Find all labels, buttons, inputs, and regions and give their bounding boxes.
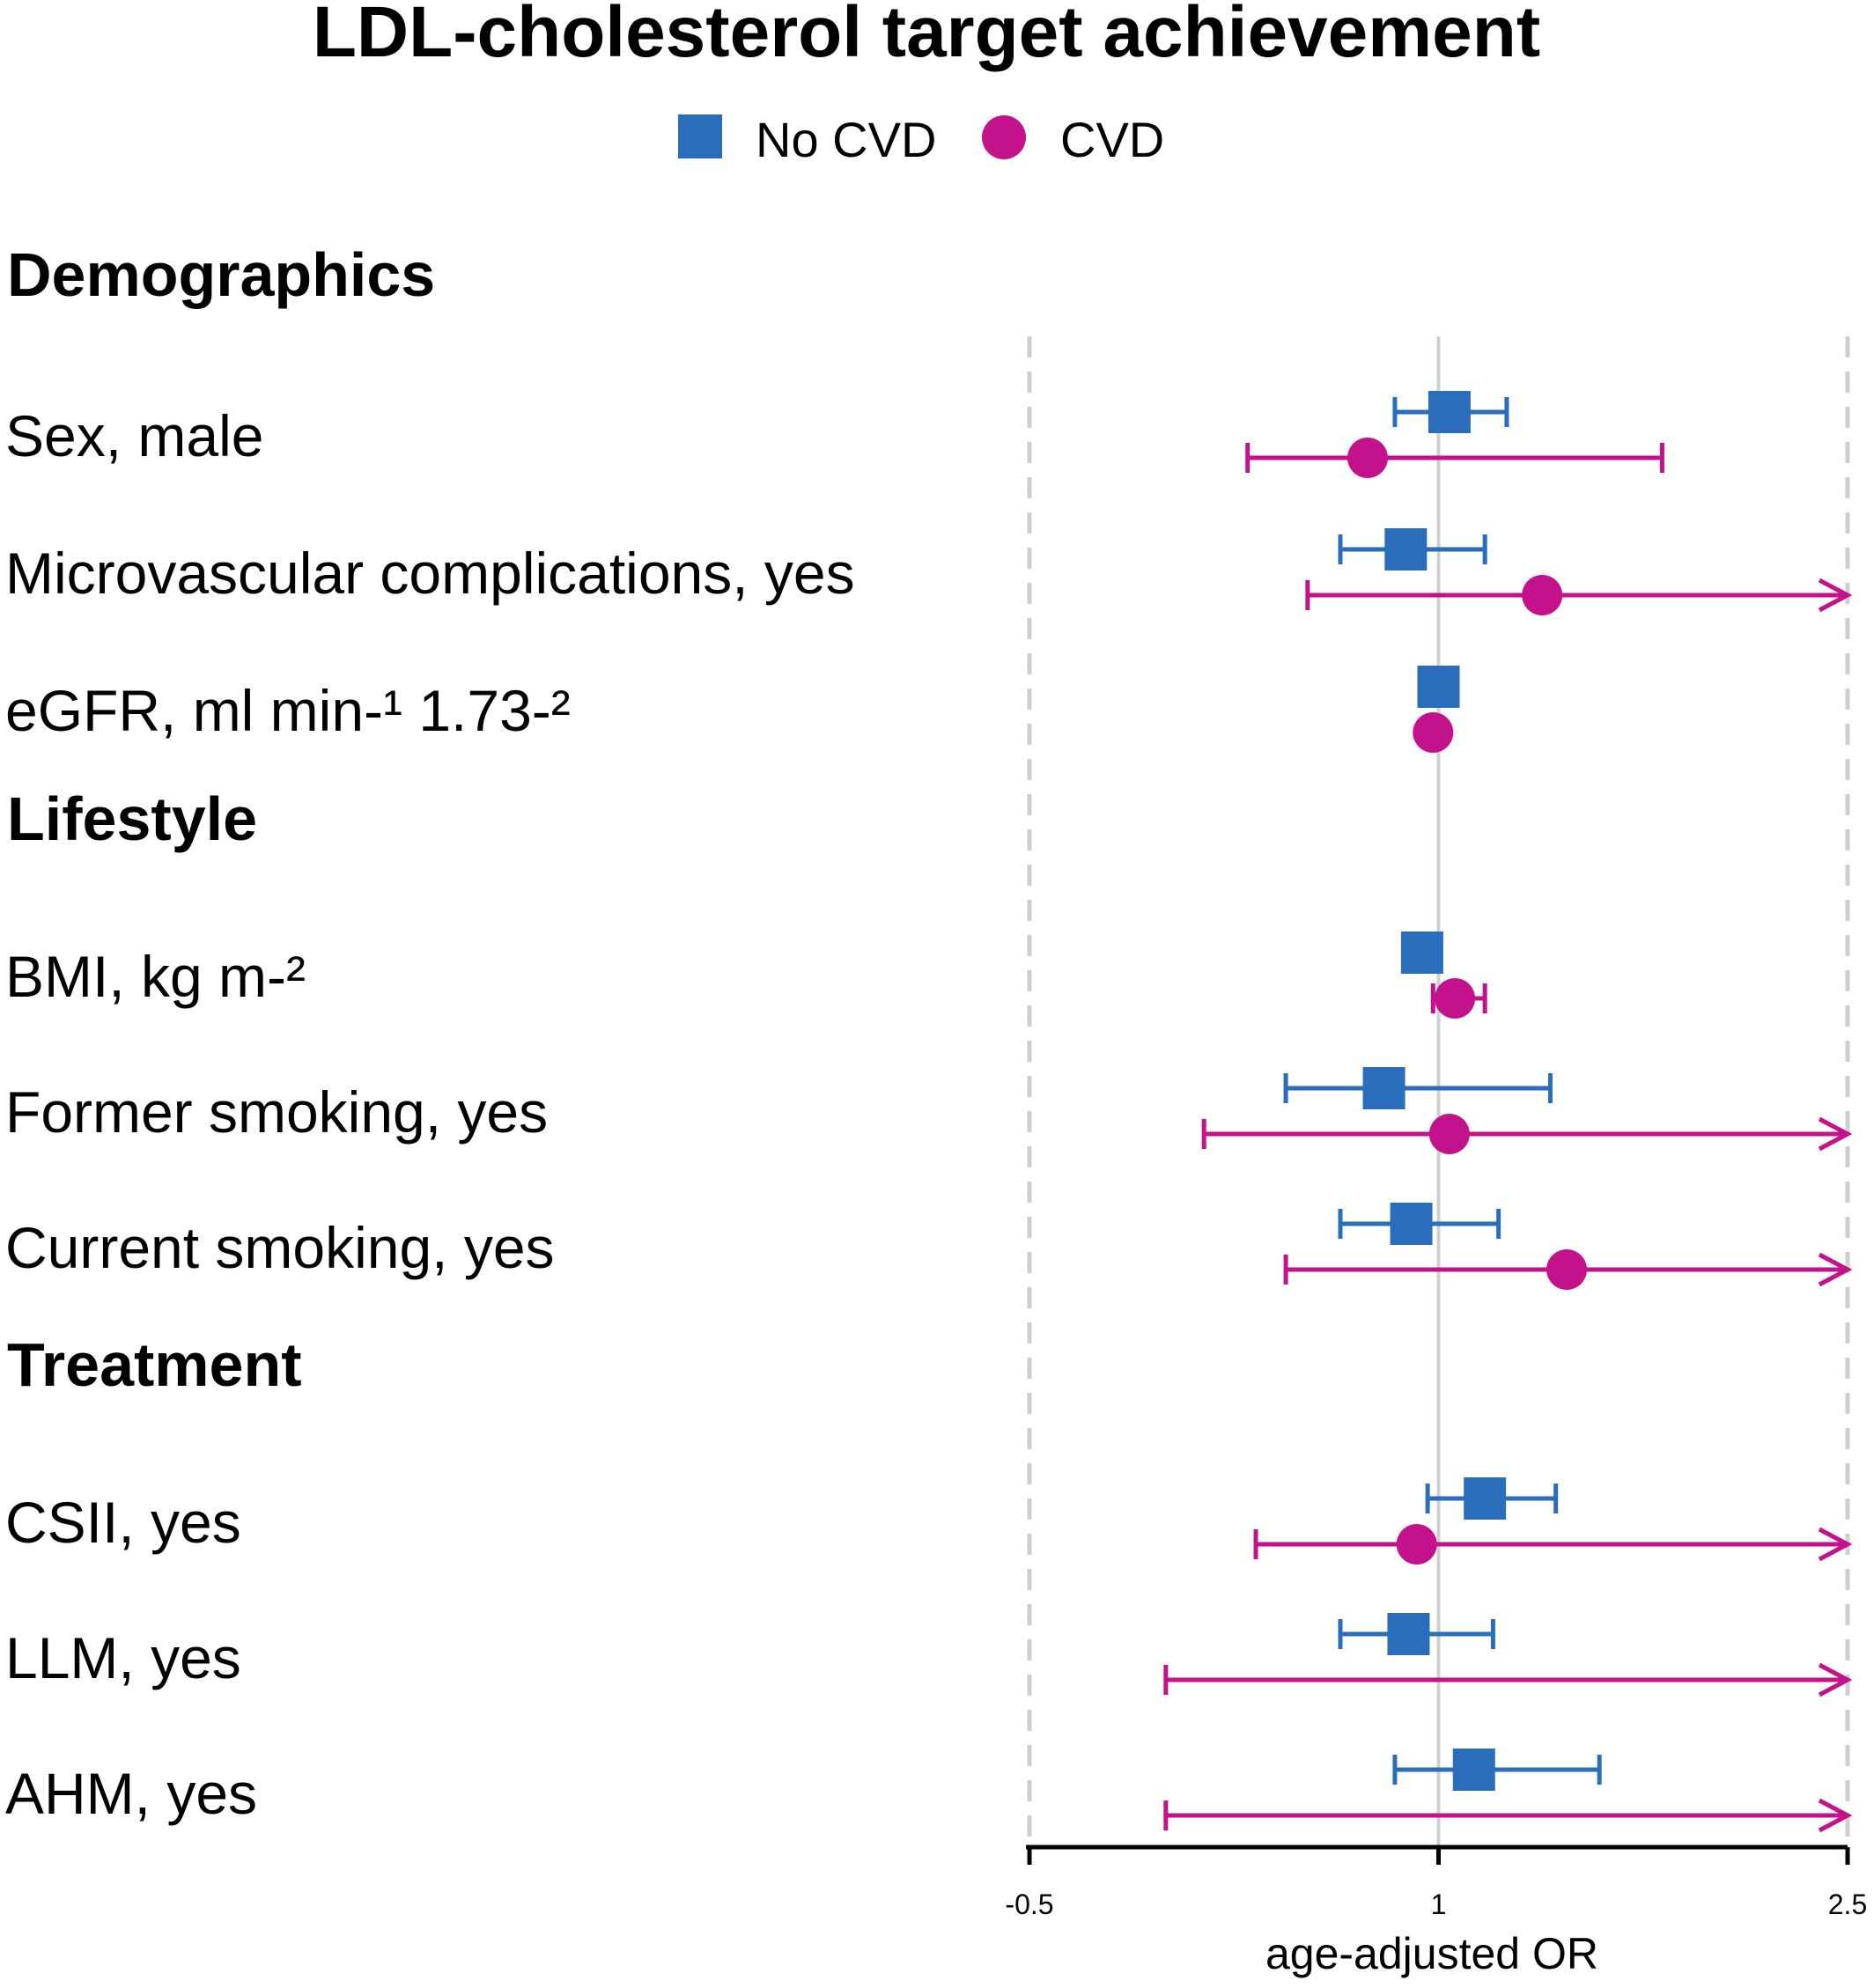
cvd-point [1413, 712, 1454, 753]
cvd-point [1428, 1114, 1470, 1154]
legend-marker-no-cvd [678, 114, 722, 158]
x-tick-label: 1 [1431, 1889, 1447, 1920]
row-label: Sex, male [5, 403, 263, 468]
cvd-point [1546, 1249, 1588, 1290]
cvd-point [1435, 978, 1476, 1019]
chart-title: LDL-cholesterol target achievement [313, 0, 1540, 72]
no-cvd-point [1390, 1203, 1433, 1245]
x-tick-label: -0.5 [1005, 1889, 1053, 1920]
cvd-point [1346, 438, 1388, 478]
no-cvd-point [1428, 391, 1471, 433]
group-label: Treatment [7, 1330, 302, 1399]
row-label: Microvascular complications, yes [5, 541, 855, 606]
x-axis-ticks: -0.5 1 2.5 [1005, 1847, 1867, 1920]
row-label: BMI, kg m-² [5, 944, 306, 1009]
legend-marker-cvd [982, 115, 1026, 159]
no-cvd-point [1452, 1749, 1495, 1791]
cvd-point [1396, 1524, 1437, 1565]
cvd-ci-arrow [1818, 1527, 1853, 1562]
x-axis-label: age-adjusted OR [1265, 1929, 1598, 1978]
legend-label-cvd: CVD [1060, 112, 1164, 167]
cvd-ci-arrow [1818, 1662, 1853, 1697]
no-cvd-point [1400, 931, 1443, 974]
row-label: CSII, yes [5, 1490, 241, 1555]
row-label: AHM, yes [5, 1761, 257, 1826]
row-labels: Demographics Sex, male Microvascular compl… [5, 240, 855, 1826]
no-cvd-point [1417, 666, 1460, 708]
data-marks [1163, 391, 1853, 1833]
row-label: Current smoking, yes [5, 1215, 555, 1280]
group-label: Lifestyle [7, 784, 257, 853]
x-axis: -0.5 1 2.5 age-adjusted OR [1005, 1844, 1867, 1978]
gridlines [1027, 336, 1850, 1847]
no-cvd-point [1387, 1613, 1430, 1655]
no-cvd-point [1464, 1477, 1507, 1520]
row-label: eGFR, ml min-¹ 1.73-² [5, 678, 571, 743]
legend: No CVD CVD [678, 112, 1164, 167]
group-label: Demographics [7, 240, 435, 309]
cvd-ci-arrow [1818, 1798, 1853, 1833]
legend-label-no-cvd: No CVD [756, 112, 936, 167]
x-tick-label: 2.5 [1828, 1889, 1867, 1920]
cvd-ci-arrow [1818, 578, 1853, 613]
cvd-ci-arrow [1818, 1116, 1853, 1152]
cvd-point [1522, 575, 1563, 615]
row-label: Former smoking, yes [5, 1079, 548, 1145]
row-label: LLM, yes [5, 1625, 241, 1690]
cvd-ci-arrow [1818, 1252, 1853, 1287]
no-cvd-point [1384, 528, 1428, 571]
no-cvd-point [1362, 1067, 1406, 1109]
